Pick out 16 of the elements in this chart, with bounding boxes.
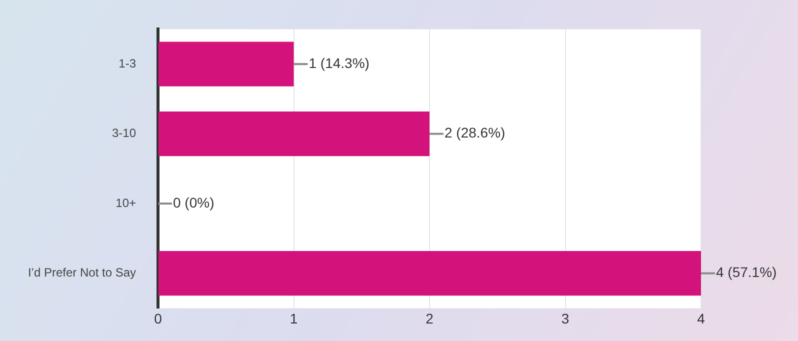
bar <box>158 42 294 86</box>
data-label: 1 (14.3%) <box>308 54 370 71</box>
x-tick-label: 1 <box>290 310 298 326</box>
x-tick-label: 0 <box>154 310 162 326</box>
bar <box>158 112 430 156</box>
x-tick-label: 4 <box>697 310 706 326</box>
x-tick-label: 2 <box>426 310 434 326</box>
data-label: 0 (0%) <box>173 194 214 210</box>
bar <box>158 251 701 296</box>
x-tick-label: 3 <box>561 310 570 326</box>
y-tick-label: I’d Prefer Not to Say <box>28 266 136 280</box>
y-tick-label: 1-3 <box>118 56 136 70</box>
data-label: 2 (28.6%) <box>444 124 506 141</box>
y-tick-label: 10+ <box>116 196 136 210</box>
data-label: 4 (57.1%) <box>716 264 777 280</box>
y-tick-label: 3-10 <box>112 126 136 140</box>
